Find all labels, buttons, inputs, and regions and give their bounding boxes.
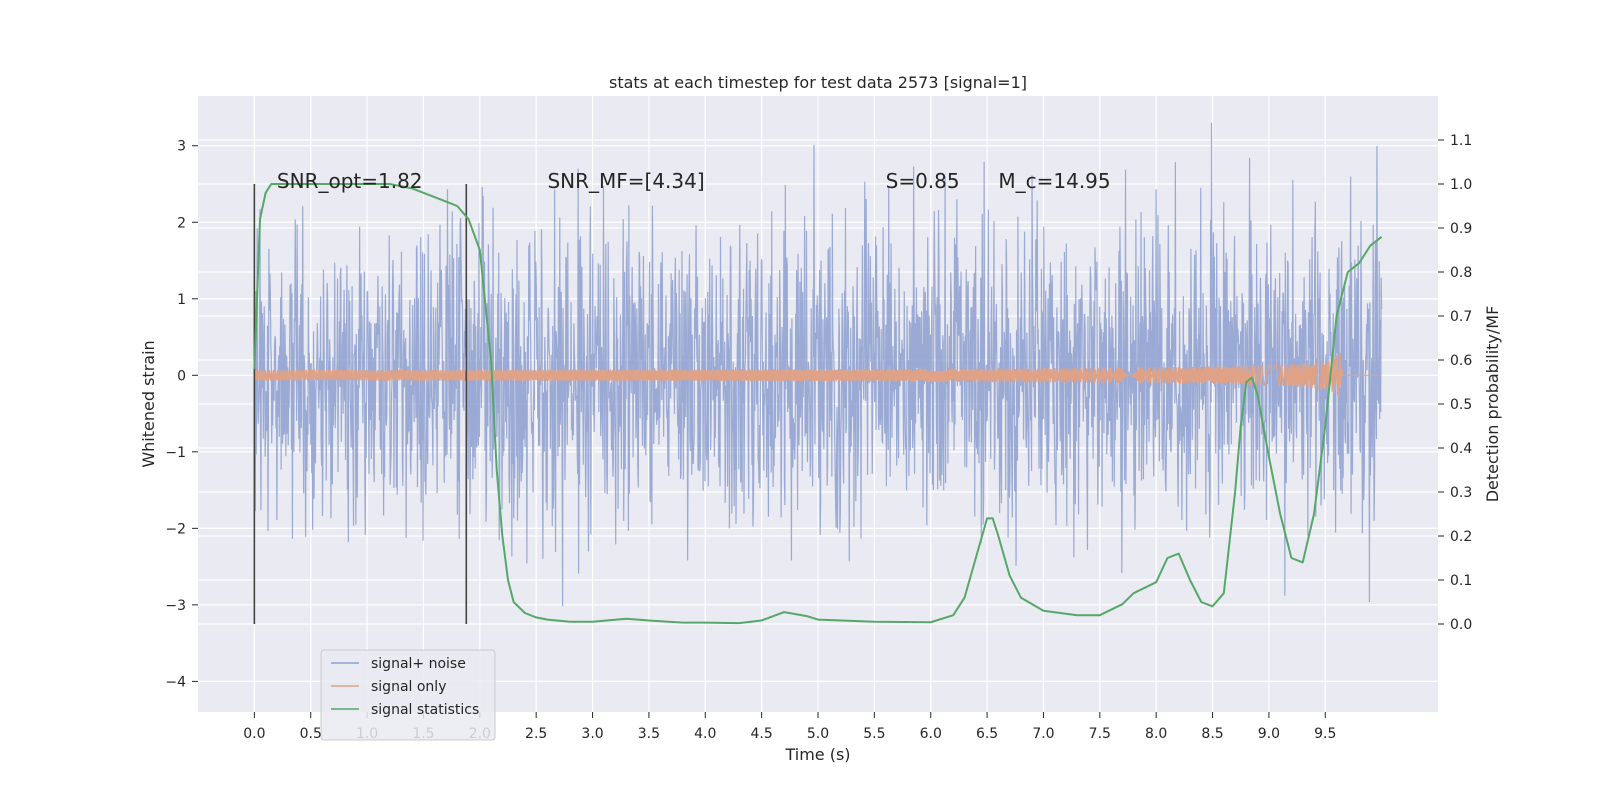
x-tick-label: 7.5 (1089, 726, 1111, 742)
signal-only-line (253, 352, 1382, 398)
signal-statistics-line (253, 183, 1383, 625)
x-tick-label: 6.0 (920, 726, 942, 742)
annotations: SNR_opt=1.82 SNR_MF=[4.34] S=0.85 M_c=14.95 (277, 169, 1111, 193)
x-tick-label: 4.0 (694, 726, 716, 742)
y2-tick-label: 0.1 (1450, 573, 1472, 589)
x-tick-label: 6.5 (976, 726, 998, 742)
y2-tick-label: 0.2 (1450, 529, 1472, 545)
legend-label-signal-statistics: signal statistics (371, 702, 479, 718)
x-tick-label: 3.5 (638, 726, 660, 742)
signal-statistics-series (253, 183, 1383, 625)
x-tick-label: 4.5 (751, 726, 773, 742)
legend-box (320, 649, 496, 741)
y-tick-label: −3 (165, 598, 186, 614)
y-axis-label: Whitened strain (139, 340, 158, 467)
x-tick-label: 5.0 (807, 726, 829, 742)
signal-plus-noise-line (253, 122, 1383, 607)
annotation-2: S=0.85 (886, 169, 960, 193)
y2-axis-label: Detection probability/MF (1483, 306, 1502, 503)
y-tick-label: −4 (165, 674, 186, 690)
annotation-0: SNR_opt=1.82 (277, 169, 423, 193)
x-tick-label: 0.5 (300, 726, 322, 742)
y-tick-label: 0 (177, 368, 186, 384)
y2-tick-label: 0.7 (1450, 309, 1472, 325)
x-tick-label: 8.5 (1201, 726, 1223, 742)
legend-label-signal-noise: signal+ noise (371, 656, 466, 672)
x-tick-label: 9.0 (1258, 726, 1280, 742)
y-tick-label: 2 (177, 215, 186, 231)
y2-tick-label: 0.5 (1450, 397, 1472, 413)
y2-tick-label: 0.4 (1450, 441, 1472, 457)
y2-tick-label: 0.0 (1450, 617, 1472, 633)
annotation-1: SNR_MF=[4.34] (547, 169, 704, 193)
x-tick-label: 5.5 (863, 726, 885, 742)
y2-tick-label: 0.3 (1450, 485, 1472, 501)
y-tick-label: 3 (177, 139, 186, 155)
x-tick-label: 3.0 (581, 726, 603, 742)
y2-tick-label: 1.0 (1450, 177, 1472, 193)
x-tick-label: 8.0 (1145, 726, 1167, 742)
y2-tick-labels: 1.1 1.0 0.9 0.8 0.7 0.6 0.5 0.4 0.3 0.2 0.1 0.0 (1438, 133, 1472, 633)
x-tick-label: 2.5 (525, 726, 547, 742)
x-tick-label: 0.0 (243, 726, 265, 742)
signal-only-series (253, 352, 1382, 398)
y2-tick-label: 0.6 (1450, 353, 1472, 369)
y2-tick-label: 0.9 (1450, 221, 1472, 237)
y-tick-label: 1 (177, 292, 186, 308)
legend: signal+ noise signal only signal statist… (320, 649, 496, 741)
annotation-3: M_c=14.95 (998, 169, 1110, 193)
vertical-markers (253, 184, 468, 624)
x-tick-label: 7.0 (1032, 726, 1054, 742)
x-axis-label: Time (s) (784, 745, 850, 764)
signal-plus-noise-series (253, 122, 1383, 607)
chart-title: stats at each timestep for test data 257… (609, 73, 1027, 92)
y-tick-label: −2 (165, 521, 186, 537)
y2-tick-label: 1.1 (1450, 133, 1472, 149)
y2-tick-label: 0.8 (1450, 265, 1472, 281)
y-tick-label: −1 (165, 445, 186, 461)
y-tick-labels: 3 2 1 0 −1 −2 −3 −4 (165, 139, 198, 690)
legend-label-signal-only: signal only (371, 679, 446, 695)
x-tick-label: 9.5 (1314, 726, 1336, 742)
